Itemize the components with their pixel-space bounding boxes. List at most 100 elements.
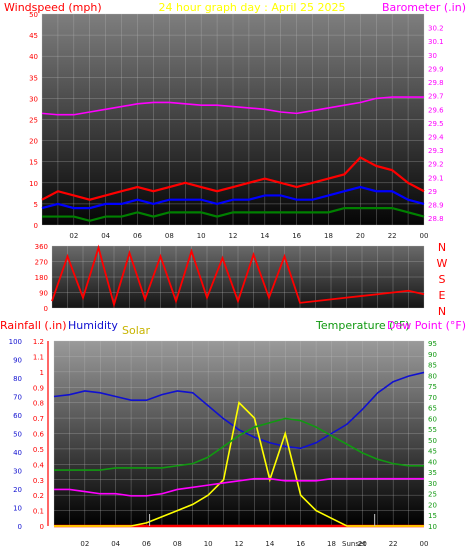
baro-y-tick: 30 (428, 52, 437, 60)
temp-y-tick: 70 (428, 394, 437, 402)
rain-y-tick: 0.4 (33, 461, 45, 469)
wind-y-tick: 30 (29, 95, 38, 103)
compass-label: N (438, 305, 446, 318)
barometer-label: Barometer (.in) (382, 1, 466, 14)
solar-label: Solar (122, 324, 151, 337)
temp-y-tick: 40 (428, 458, 437, 466)
wind-x-tick: 06 (133, 232, 142, 240)
dir-y-tick: 0 (44, 305, 48, 313)
compass-label: S (439, 273, 446, 286)
temp-y-tick: 95 (428, 340, 437, 348)
wind-x-tick: 08 (165, 232, 174, 240)
compass-label: W (437, 257, 448, 270)
compass-label: N (438, 241, 446, 254)
wind-y-tick: 5 (34, 201, 38, 209)
rain-y-tick: 0.5 (33, 446, 44, 454)
baro-y-tick: 29.2 (428, 161, 444, 169)
wind-y-tick: 40 (29, 53, 38, 61)
main-x-tick: 14 (265, 540, 274, 548)
dir-y-tick: 180 (35, 274, 48, 282)
temp-y-tick: 25 (428, 491, 437, 499)
baro-y-tick: 29.5 (428, 120, 444, 128)
humidity-y-tick: 10 (13, 505, 22, 513)
main-x-tick: 04 (111, 540, 120, 548)
temp-y-tick: 65 (428, 405, 437, 413)
temp-y-tick: 20 (428, 501, 437, 509)
humidity-y-tick: 90 (13, 357, 22, 365)
rainfall-label: Rainfall (.in) (0, 319, 67, 332)
temp-y-tick: 45 (428, 448, 437, 456)
wind-x-tick: 22 (388, 232, 397, 240)
humidity-y-tick: 70 (13, 394, 22, 402)
temp-y-tick: 90 (428, 351, 437, 359)
direction-series (51, 244, 425, 308)
wind-series-avg (41, 185, 425, 210)
dir-y-tick: 90 (39, 290, 48, 298)
wind-x-tick: 14 (260, 232, 269, 240)
wind-x-tick: 18 (324, 232, 333, 240)
sunset-label: Sunset (342, 540, 366, 548)
wind-series-low (42, 207, 425, 222)
temperature-label: Temperature (°F) (315, 319, 410, 332)
humidity-y-tick: 60 (13, 412, 22, 420)
humidity-label: Humidity (68, 319, 118, 332)
rain-y-tick: 0.9 (33, 384, 44, 392)
wind-x-tick: 20 (356, 232, 365, 240)
baro-y-tick: 29.8 (428, 79, 444, 87)
wind-y-tick: 0 (34, 222, 38, 230)
wind-x-tick: 16 (292, 232, 301, 240)
humidity-y-tick: 50 (13, 431, 22, 439)
temp-y-tick: 75 (428, 383, 437, 391)
compass-label: E (439, 289, 446, 302)
temp-y-tick: 10 (428, 523, 437, 531)
wind-y-tick: 10 (29, 180, 38, 188)
main-x-tick: 22 (389, 540, 398, 548)
main-x-tick: 02 (80, 540, 89, 548)
rain-y-tick: 0.7 (33, 415, 44, 423)
wind-y-tick: 15 (29, 159, 38, 167)
baro-y-tick: 29.6 (428, 106, 444, 114)
rain-y-tick: 0.2 (33, 492, 44, 500)
humidity-y-tick: 40 (13, 449, 22, 457)
main-x-tick: 18 (327, 540, 336, 548)
rain-y-tick: 0.1 (33, 508, 44, 516)
temp-y-tick: 15 (428, 512, 437, 520)
baro-y-tick: 29.9 (428, 65, 444, 73)
dir-y-tick: 270 (35, 259, 48, 267)
humidity-y-tick: 20 (13, 486, 22, 494)
wind-y-tick: 20 (29, 138, 38, 146)
wind-x-tick: 02 (69, 232, 78, 240)
wind-y-tick: 45 (29, 32, 38, 40)
rain-y-tick: 1.2 (33, 338, 44, 346)
baro-y-tick: 28.8 (428, 215, 444, 223)
main-series-humidity (53, 371, 425, 450)
baro-y-tick: 30.2 (428, 25, 444, 33)
humidity-y-tick: 80 (13, 375, 22, 383)
main-x-tick: 10 (204, 540, 213, 548)
main-x-tick: 06 (142, 540, 151, 548)
temp-y-tick: 85 (428, 362, 437, 370)
humidity-y-tick: 0 (18, 523, 22, 531)
humidity-y-tick: 100 (9, 338, 22, 346)
main-x-tick: 12 (235, 540, 244, 548)
dewpoint-label: Dew Point (°F) (387, 319, 466, 332)
rain-y-tick: 0.6 (33, 431, 45, 439)
wind-y-tick: 25 (29, 117, 38, 125)
dir-y-tick: 360 (35, 243, 48, 251)
baro-y-tick: 29 (428, 188, 437, 196)
graph-title: 24 hour graph day : April 25 2025 (159, 1, 346, 14)
rain-y-tick: 0.3 (33, 477, 44, 485)
rain-y-tick: 0.8 (33, 400, 44, 408)
main-x-tick: 00 (420, 540, 429, 548)
main-x-tick: 20 (358, 540, 367, 548)
main-series-dew (54, 477, 424, 497)
wind-y-tick: 35 (29, 74, 38, 82)
main-series-temp (54, 417, 424, 471)
temp-y-tick: 50 (428, 437, 437, 445)
main-x-tick: 16 (296, 540, 305, 548)
baro-y-tick: 30.1 (428, 38, 444, 46)
main-series-solar (54, 401, 424, 527)
data-series (41, 96, 425, 528)
